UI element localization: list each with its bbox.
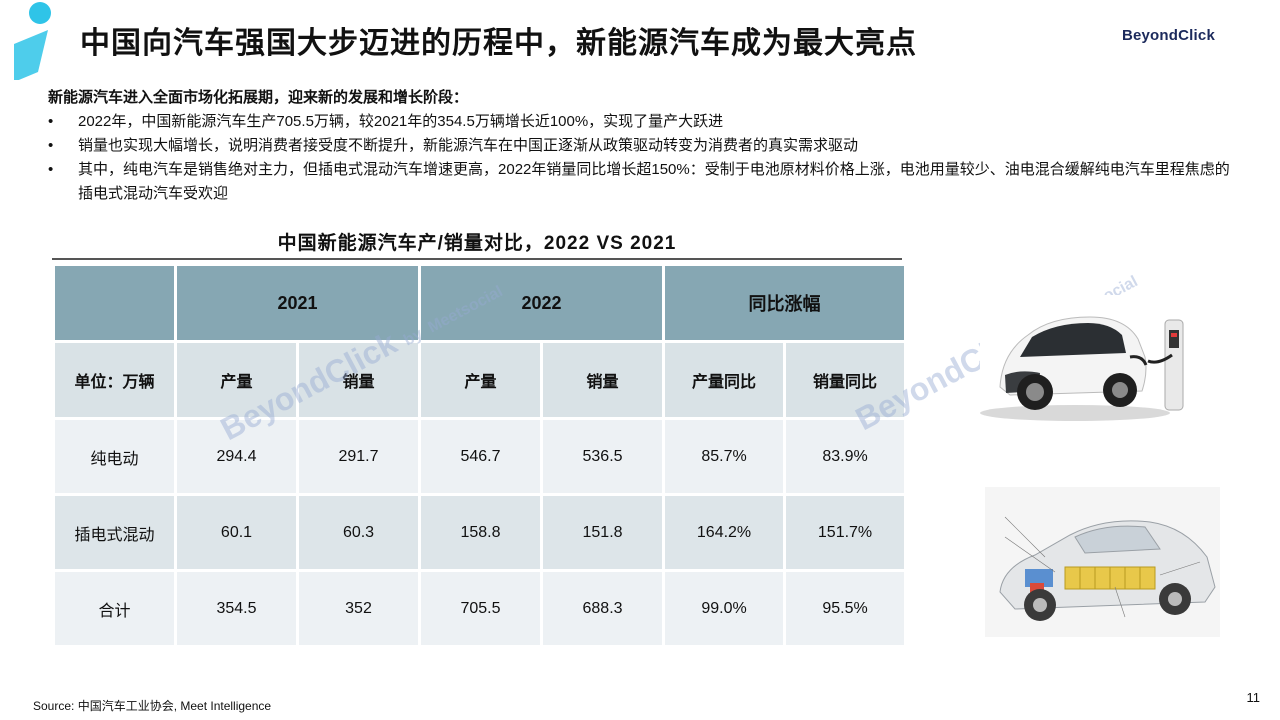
bullet-item: 其中，纯电汽车是销售绝对主力，但插电式混动汽车增速更高，2022年销量同比增长超… bbox=[48, 158, 1238, 206]
page-title: 中国向汽车强国大步迈进的历程中，新能源汽车成为最大亮点 bbox=[80, 27, 917, 60]
table-cell: 688.3 bbox=[540, 569, 666, 648]
bullet-text: 2022年，中国新能源汽车生产705.5万辆，较2021年的354.5万辆增长近… bbox=[78, 113, 724, 130]
table-cell: 83.9% bbox=[783, 417, 908, 496]
table-header-cell: 产量 bbox=[174, 340, 299, 420]
table-row-label: 合计 bbox=[52, 569, 177, 648]
bullet-item: 销量也实现大幅增长，说明消费者接受度不断提升，新能源汽车在中国正逐渐从政策驱动转… bbox=[48, 134, 1238, 158]
table-row: 纯电动 294.4 291.7 546.7 536.5 85.7% 83.9% bbox=[52, 417, 908, 496]
bullet-text: 销量也实现大幅增长，说明消费者接受度不断提升，新能源汽车在中国正逐渐从政策驱动转… bbox=[78, 137, 859, 154]
table-cell: 60.1 bbox=[174, 493, 299, 572]
logo-mark-icon bbox=[14, 2, 51, 80]
table-cell: 352 bbox=[295, 569, 422, 648]
table-cell: 95.5% bbox=[783, 569, 908, 648]
table-cell: 546.7 bbox=[418, 417, 544, 496]
table-cell: 158.8 bbox=[418, 493, 544, 572]
table-row: 合计 354.5 352 705.5 688.3 99.0% 95.5% bbox=[52, 569, 908, 648]
ev-cutaway-image bbox=[985, 487, 1220, 637]
table-cell: 705.5 bbox=[418, 569, 544, 648]
source-note: Source: 中国汽车工业协会, Meet Intelligence bbox=[33, 699, 272, 713]
page-number: 11 bbox=[1246, 690, 1261, 705]
table-sub-header-row: 单位：万辆 产量 销量 产量 销量 产量同比 销量同比 bbox=[52, 340, 908, 420]
table-cell: 291.7 bbox=[295, 417, 422, 496]
table-cell: 85.7% bbox=[662, 417, 787, 496]
table-title-rule bbox=[52, 258, 902, 260]
table-header-cell: 销量同比 bbox=[783, 340, 908, 420]
table-title: 中国新能源汽车产/销量对比，2022 VS 2021 bbox=[277, 233, 677, 254]
table-cell: 151.7% bbox=[783, 493, 908, 572]
table-header-cell: 产量同比 bbox=[662, 340, 787, 420]
table-header-cell: 销量 bbox=[295, 340, 422, 420]
intro-section: 新能源汽车进入全面市场化拓展期，迎来新的发展和增长阶段： 2022年，中国新能源… bbox=[48, 86, 1238, 206]
bullet-item: 2022年，中国新能源汽车生产705.5万辆，较2021年的354.5万辆增长近… bbox=[48, 110, 1238, 134]
table-cell: 151.8 bbox=[540, 493, 666, 572]
table-header-cell: 2022 bbox=[418, 263, 666, 343]
table-header-cell: 产量 bbox=[418, 340, 544, 420]
ev-charging-car-image bbox=[980, 295, 1220, 425]
table-group-header-row: 2021 2022 同比涨幅 bbox=[52, 263, 908, 343]
bullet-text: 其中，纯电汽车是销售绝对主力，但插电式混动汽车增速更高，2022年销量同比增长超… bbox=[78, 161, 1230, 202]
table-header-cell: 销量 bbox=[540, 340, 666, 420]
table-cell: 60.3 bbox=[295, 493, 422, 572]
table-cell: 294.4 bbox=[174, 417, 299, 496]
table-row-label: 插电式混动 bbox=[52, 493, 177, 572]
table-header-cell: 2021 bbox=[173, 263, 422, 343]
table-corner-cell bbox=[52, 263, 177, 343]
intro-bullet-list: 2022年，中国新能源汽车生产705.5万辆，较2021年的354.5万辆增长近… bbox=[48, 110, 1238, 206]
ev-production-sales-table: 2021 2022 同比涨幅 单位：万辆 产量 销量 产量 销量 产量同比 销量… bbox=[52, 263, 908, 648]
table-cell: 536.5 bbox=[540, 417, 666, 496]
table-row: 插电式混动 60.1 60.3 158.8 151.8 164.2% 151.7… bbox=[52, 493, 908, 572]
table-row-label: 纯电动 bbox=[52, 417, 177, 496]
table-header-cell: 同比涨幅 bbox=[662, 263, 908, 343]
table-cell: 164.2% bbox=[662, 493, 787, 572]
table-cell: 354.5 bbox=[174, 569, 299, 648]
table-cell: 99.0% bbox=[662, 569, 787, 648]
intro-lead: 新能源汽车进入全面市场化拓展期，迎来新的发展和增长阶段： bbox=[48, 89, 469, 106]
table-unit-cell: 单位：万辆 bbox=[52, 340, 177, 420]
brand-logo: BeyondClick bbox=[1121, 27, 1215, 44]
